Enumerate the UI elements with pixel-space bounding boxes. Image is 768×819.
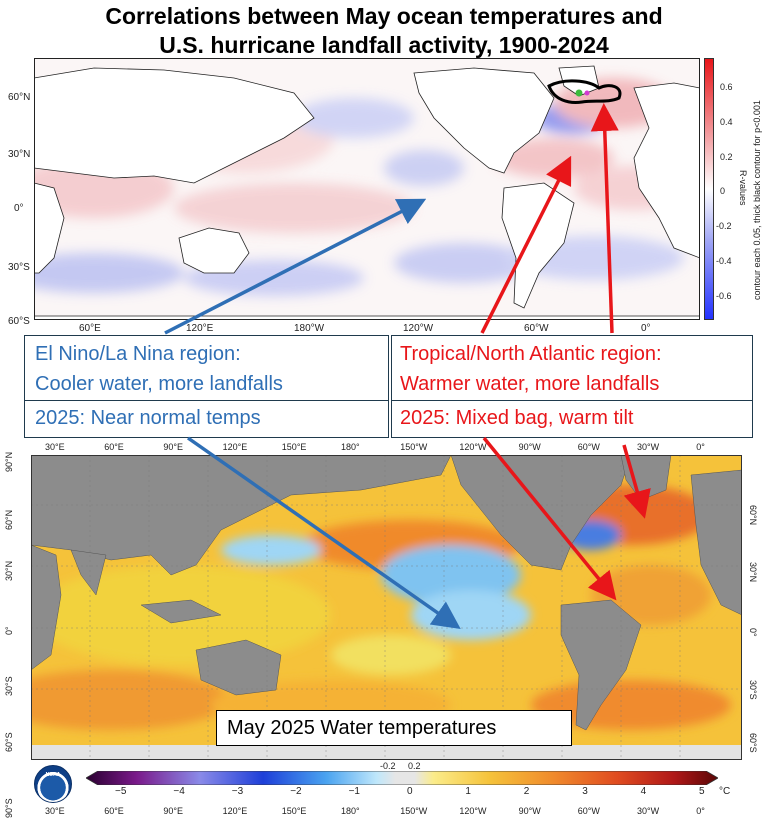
enso-2025-box: 2025: Near normal temps: [24, 400, 389, 438]
atlantic-arrow-top-right: [590, 103, 619, 334]
sst-mini-tick: 0.2: [408, 761, 421, 771]
top-lat-label: 0°: [14, 203, 24, 214]
top-lat-label: 30°N: [8, 149, 31, 160]
enso-box-line1: El Nino/La Nina region:: [35, 343, 241, 365]
top-lon-label: 0°: [641, 323, 651, 334]
colorbar-tick: 0.2: [720, 152, 733, 162]
correlation-colorbar: [704, 58, 714, 320]
colorbar-tick: -0.6: [716, 291, 732, 301]
enso-2025-text: 2025: Near normal temps: [35, 407, 261, 429]
noaa-logo-text: NOAA: [45, 772, 61, 778]
colorbar-tick: -0.4: [716, 256, 732, 266]
enso-arrow-bottom: [186, 436, 461, 630]
sst-map-frame: [31, 455, 742, 760]
top-lon-label: 120°W: [403, 323, 434, 334]
sst-lon-label: 120°W: [459, 806, 487, 816]
sst-colorbar-tick: −5: [115, 786, 127, 797]
sst-lon-label: 90°E: [163, 442, 184, 452]
atlantic-arrow-top-left: [480, 155, 572, 334]
atlantic-arrow-bottom-left: [482, 436, 617, 601]
top-lon-label: 60°E: [79, 323, 101, 334]
sst-lon-label: 30°E: [45, 806, 65, 816]
sst-colorbar-unit: °C: [719, 786, 731, 797]
colorbar-tick: 0: [720, 186, 726, 196]
top-lon-label: 120°E: [186, 323, 214, 334]
sst-lon-label: 90°E: [163, 806, 184, 816]
sst-lon-label: 90°W: [518, 442, 541, 452]
sst-lon-label: 150°E: [281, 442, 307, 452]
sst-lon-label: 30°W: [637, 806, 660, 816]
sst-colorbar-tick: 5: [699, 786, 705, 797]
sst-lon-label: 180°: [341, 806, 360, 816]
sst-colorbar-tick: −1: [348, 786, 360, 797]
sst-lon-label: 0°: [696, 442, 705, 452]
chart-title-line1: Correlations between May ocean temperatu…: [105, 3, 663, 29]
sst-lon-label: 90°W: [518, 806, 541, 816]
atlantic-region-box: Tropical/North Atlantic region: Warmer w…: [391, 335, 753, 402]
colorbar-tick: -0.2: [716, 221, 732, 231]
sst-lon-label: 30°E: [45, 442, 65, 452]
chart-title-line2: U.S. hurricane landfall activity, 1900-2…: [159, 32, 609, 58]
sst-lon-label: 120°E: [222, 442, 248, 452]
atlantic-2025-text: 2025: Mixed bag, warm tilt: [400, 407, 634, 429]
sst-colorbar-tick: 3: [582, 786, 588, 797]
top-lon-label: 180°W: [294, 323, 325, 334]
sst-colorbar-tick: 4: [640, 786, 647, 797]
sst-colorbar-tick: 2: [523, 786, 530, 797]
top-lat-label: 30°S: [8, 262, 30, 273]
sst-lon-label: 60°W: [577, 442, 600, 452]
sst-lon-label: 60°E: [104, 442, 124, 452]
sst-lon-label: 180°: [341, 442, 360, 452]
correlation-map-frame: [34, 58, 700, 320]
sst-lon-label: 0°: [696, 806, 705, 816]
top-lat-label: 60°S: [8, 316, 30, 327]
sst-lon-label: 150°W: [400, 442, 428, 452]
sst-colorbar-tick: 0: [407, 786, 413, 797]
sst-caption: May 2025 Water temperatures: [227, 717, 497, 739]
noaa-logo: NOAA: [34, 765, 72, 803]
sst-lon-label: 60°W: [577, 806, 600, 816]
sst-lon-label: 30°W: [637, 442, 660, 452]
sst-colorbar-tick: −4: [173, 786, 185, 797]
sst-mini-tick: -0.2: [380, 761, 396, 771]
enso-arrow-top: [164, 198, 427, 335]
sst-colorbar-tick: 1: [465, 786, 471, 797]
sst-lon-label: 150°E: [281, 806, 307, 816]
top-lat-label: 60°N: [8, 92, 31, 103]
sst-lon-label: 60°E: [104, 806, 124, 816]
enso-region-box: El Nino/La Nina region: Cooler water, mo…: [24, 335, 389, 402]
colorbar-tick: 0.6: [720, 82, 733, 92]
atlantic-2025-box: 2025: Mixed bag, warm tilt: [391, 400, 753, 438]
sst-lon-label: 120°E: [222, 806, 248, 816]
atlantic-arrow-bottom-right: [622, 444, 651, 519]
atlantic-box-line1: Tropical/North Atlantic region:: [400, 343, 662, 365]
sst-lon-label: 120°W: [459, 442, 487, 452]
sst-caption-box: May 2025 Water temperatures: [216, 710, 572, 746]
correlation-map: [4, 58, 701, 321]
enso-box-line2: Cooler water, more landfalls: [35, 373, 283, 395]
sst-colorbar-tick: −3: [231, 786, 244, 797]
colorbar-tick: 0.4: [720, 117, 733, 127]
sst-lon-label: 150°W: [400, 806, 428, 816]
sst-colorbar-tick: −2: [290, 786, 302, 797]
atlantic-box-line2: Warmer water, more landfalls: [400, 373, 660, 395]
top-lon-label: 60°W: [524, 323, 549, 334]
correlation-map-canvas: [4, 58, 701, 321]
